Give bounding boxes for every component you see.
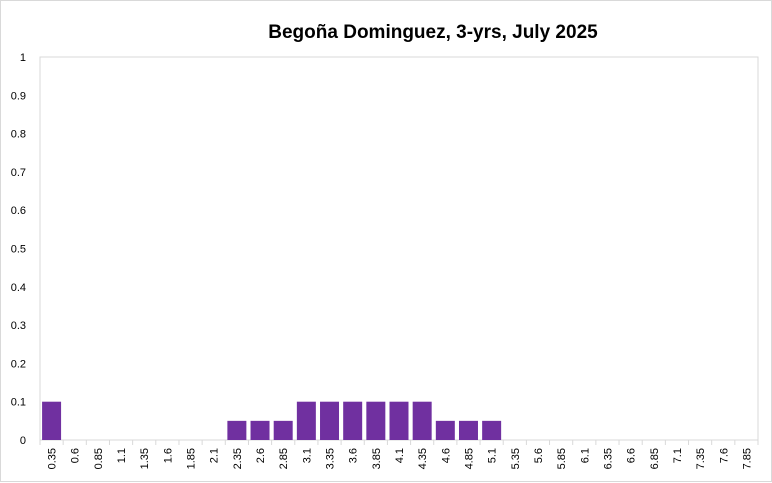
x-tick-label: 0.35: [47, 448, 59, 469]
bar: [435, 420, 455, 440]
y-tick-label: 0.1: [11, 397, 26, 409]
plot-area: 0 0.1 0.2 0.3 0.4 0.5 0.6 0.7 0.8 0.9 1 0.35 0.6 0.85…: [11, 52, 759, 469]
x-tick-label: 4.85: [463, 448, 475, 469]
x-tick-label: 2.85: [278, 448, 290, 469]
y-tick-label: 1: [20, 52, 26, 64]
x-tick-label: 3.1: [301, 448, 313, 463]
y-tick-label: 0.2: [11, 358, 26, 370]
y-tick-label: 0.6: [11, 205, 26, 217]
x-tick-label: 5.1: [487, 448, 499, 463]
bar: [42, 401, 62, 440]
x-tick-label: 0.6: [70, 448, 82, 463]
x-tick-label: 5.85: [556, 448, 568, 469]
x-tick-label: 7.85: [741, 448, 753, 469]
x-tick-label: 2.1: [209, 448, 221, 463]
x-tick-label: 6.35: [602, 448, 614, 469]
y-tick-label: 0.5: [11, 244, 26, 256]
x-tick-label: 6.1: [579, 448, 591, 463]
y-tick-label: 0.3: [11, 320, 26, 332]
bar: [273, 420, 293, 440]
y-tick-label: 0.7: [11, 167, 26, 179]
bar: [482, 420, 502, 440]
x-tick-label: 2.35: [232, 448, 244, 469]
x-tick-label: 6.85: [649, 448, 661, 469]
x-tick-label: 4.1: [394, 448, 406, 463]
x-tick-label: 6.6: [626, 448, 638, 463]
x-tick-label: 1.6: [162, 448, 174, 463]
x-tick-label: 5.35: [510, 448, 522, 469]
bar: [366, 401, 386, 440]
x-tick-label: 1.85: [186, 448, 198, 469]
bar: [412, 401, 432, 440]
bar: [458, 420, 478, 440]
y-tick-label: 0: [20, 435, 26, 447]
y-tick-label: 0.8: [11, 129, 26, 141]
plot-border: [39, 56, 759, 441]
x-tick-label: 1.35: [139, 448, 151, 469]
bar: [250, 420, 270, 440]
bar: [320, 401, 340, 440]
x-tick-label: 3.6: [348, 448, 360, 463]
x-tick-label: 7.1: [672, 448, 684, 463]
x-tick-label: 0.85: [93, 448, 105, 469]
chart-title: Begoña Dominguez, 3-yrs, July 2025: [268, 22, 598, 43]
x-tick-label: 7.35: [695, 448, 707, 469]
x-tick-label: 3.35: [325, 448, 337, 469]
x-tick-label: 4.35: [417, 448, 429, 469]
x-tick-label: 2.6: [255, 448, 267, 463]
y-tick-label: 0.4: [11, 282, 26, 294]
x-tick-label: 4.6: [440, 448, 452, 463]
x-tick-label: 1.1: [116, 448, 128, 463]
bar: [343, 401, 363, 440]
y-tick-label: 0.9: [11, 90, 26, 102]
x-tick-label: 3.85: [371, 448, 383, 469]
x-tick-label: 5.6: [533, 448, 545, 463]
x-tick-label: 7.6: [718, 448, 730, 463]
bar: [389, 401, 409, 440]
bar: [296, 401, 316, 440]
bar: [227, 420, 247, 440]
